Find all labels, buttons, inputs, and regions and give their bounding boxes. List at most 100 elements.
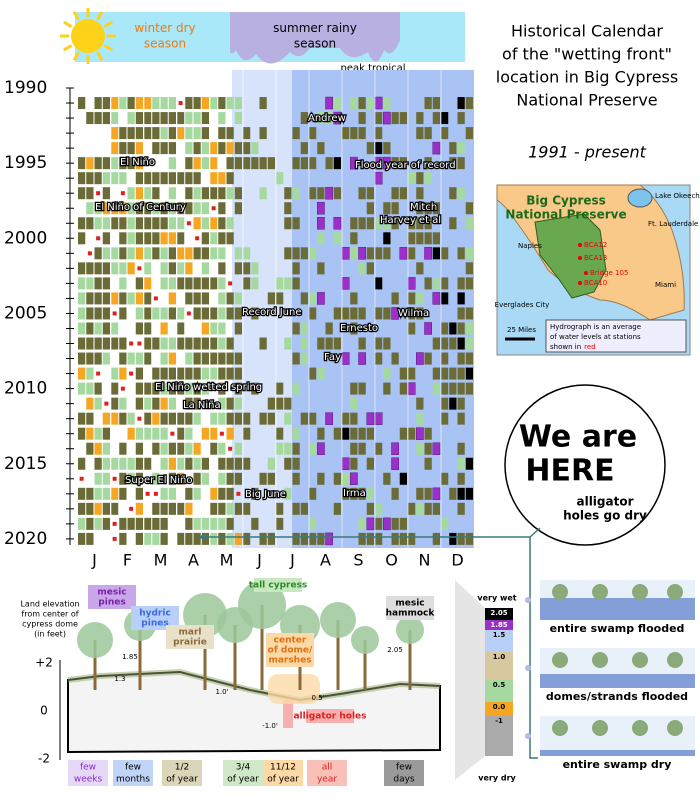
place-label: Miami: [655, 281, 676, 289]
calendar-cell: [366, 487, 374, 500]
calendar-cell: [193, 487, 201, 500]
calendar-cell: [86, 397, 94, 410]
calendar-cell: [358, 517, 366, 530]
calendar-cell: [78, 337, 86, 350]
calendar-cell: [201, 187, 209, 200]
calendar-cell: [186, 221, 191, 226]
calendar-cell: [276, 277, 284, 290]
calendar-cell: [358, 127, 366, 140]
calendar-cell: [457, 97, 465, 110]
note-line: shown in red: [550, 343, 596, 351]
calendar-cell: [358, 442, 366, 455]
calendar-cell: [135, 127, 143, 140]
calendar-cell: [135, 187, 143, 200]
calendar-cell: [177, 202, 185, 215]
calendar-cell: [152, 367, 160, 380]
calendar-cell: [135, 457, 143, 470]
habitat-label: center: [274, 636, 307, 646]
calendar-cell: [457, 337, 465, 350]
calendar-cell: [358, 532, 366, 545]
calendar-cell: [424, 427, 432, 440]
calendar-cell: [78, 262, 86, 275]
calendar-cell: [350, 472, 358, 486]
label: from center of: [21, 610, 78, 619]
calendar-cell: [309, 487, 317, 500]
legend-label: weeks: [74, 775, 103, 785]
calendar-cell: [300, 352, 308, 365]
calendar-cell: [78, 517, 86, 530]
calendar-cell: [144, 262, 152, 275]
calendar-cell: [350, 457, 358, 470]
calendar-cell: [424, 232, 432, 245]
calendar-cell: [168, 247, 176, 260]
calendar-cell: [391, 217, 399, 230]
calendar-cell: [234, 112, 242, 125]
calendar-cell: [408, 217, 416, 230]
calendar-cell: [457, 412, 465, 425]
calendar-cell: [201, 232, 209, 245]
calendar-cell: [94, 382, 102, 395]
calendar-cell: [127, 352, 135, 365]
calendar-cell: [399, 427, 407, 440]
calendar-cell: [358, 262, 366, 275]
calendar-cell: [465, 217, 473, 230]
calendar-cell: [432, 292, 441, 305]
calendar-cell: [259, 532, 267, 545]
calendar-cell: [160, 352, 168, 365]
year-label: 1990: [4, 78, 47, 98]
calendar-cell: [210, 187, 218, 200]
calendar-cell: [317, 472, 325, 485]
calendar-cell: [441, 337, 449, 350]
calendar-cell: [135, 97, 143, 110]
calendar-cell: [119, 217, 127, 230]
calendar-cell: [424, 487, 432, 500]
calendar-cell: [86, 112, 94, 125]
calendar-cell: [226, 217, 234, 230]
calendar-cell: [111, 142, 119, 155]
calendar-cell: [226, 367, 234, 380]
calendar-cell: [168, 157, 176, 170]
calendar-cell: [160, 457, 168, 470]
month-label: J: [289, 551, 295, 570]
calendar-cell: [94, 337, 102, 350]
calendar-cell: [112, 476, 117, 481]
calendar-cell: [168, 172, 176, 185]
calendar-cell: [193, 442, 201, 455]
calendar-cell: [193, 517, 201, 530]
calendar-cell: [416, 487, 424, 500]
calendar-cell: [94, 442, 102, 455]
calendar-cell: [416, 427, 424, 440]
calendar-cell: [102, 247, 110, 260]
calendar-cell: [375, 517, 383, 530]
pointer-down: [529, 537, 538, 759]
calendar-cell: [86, 172, 94, 185]
calendar-cell: [168, 277, 176, 290]
calendar-cell: [432, 141, 441, 155]
calendar-cell: [333, 187, 341, 200]
calendar-cell: [441, 517, 449, 530]
calendar-cell: [424, 442, 432, 455]
station-label: BCA10: [584, 279, 607, 287]
season-kind: dry: [176, 21, 196, 35]
calendar-cell: [218, 112, 226, 125]
calendar-cell: [160, 217, 168, 230]
calendar-cell: [465, 487, 473, 500]
calendar-cell: [317, 187, 325, 200]
calendar-cell: [218, 457, 226, 470]
calendar-cell: [416, 172, 424, 185]
calendar-cell: [441, 472, 449, 485]
calendar-cell: [218, 322, 226, 335]
calendar-cell: [94, 292, 102, 305]
calendar-cell: [86, 277, 94, 290]
calendar-cell: [86, 367, 94, 380]
calendar-cell: [102, 472, 110, 485]
calendar-cell: [153, 491, 158, 496]
calendar-cell: [457, 187, 465, 200]
calendar-cell: [375, 307, 383, 320]
calendar-cell: [177, 337, 185, 350]
calendar-cell: [152, 142, 160, 155]
calendar-cell: [457, 247, 465, 260]
calendar-cell: [119, 487, 127, 500]
calendar-cell: [152, 517, 160, 530]
calendar-cell: [234, 412, 242, 425]
